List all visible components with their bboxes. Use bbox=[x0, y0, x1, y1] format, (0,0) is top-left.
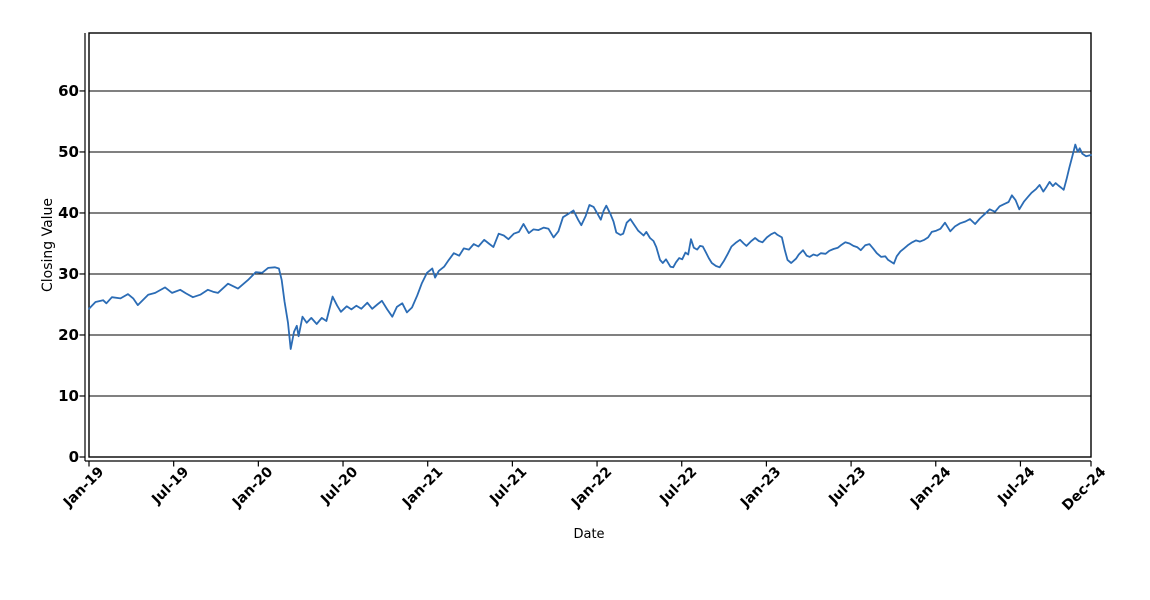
x-axis-title: Date bbox=[573, 527, 605, 542]
y-tick-label: 30 bbox=[58, 264, 79, 283]
series-line bbox=[88, 143, 1092, 350]
y-axis-title: Closing Value bbox=[40, 197, 56, 293]
y-tick-label: 0 bbox=[68, 448, 79, 466]
y-tick-label: 40 bbox=[58, 203, 79, 222]
y-tick-label: 10 bbox=[58, 386, 79, 405]
y-tick-label: 50 bbox=[58, 142, 79, 161]
y-tick-label: 20 bbox=[58, 325, 79, 344]
plot-border bbox=[88, 32, 1092, 458]
y-tick-label: 60 bbox=[58, 81, 79, 100]
